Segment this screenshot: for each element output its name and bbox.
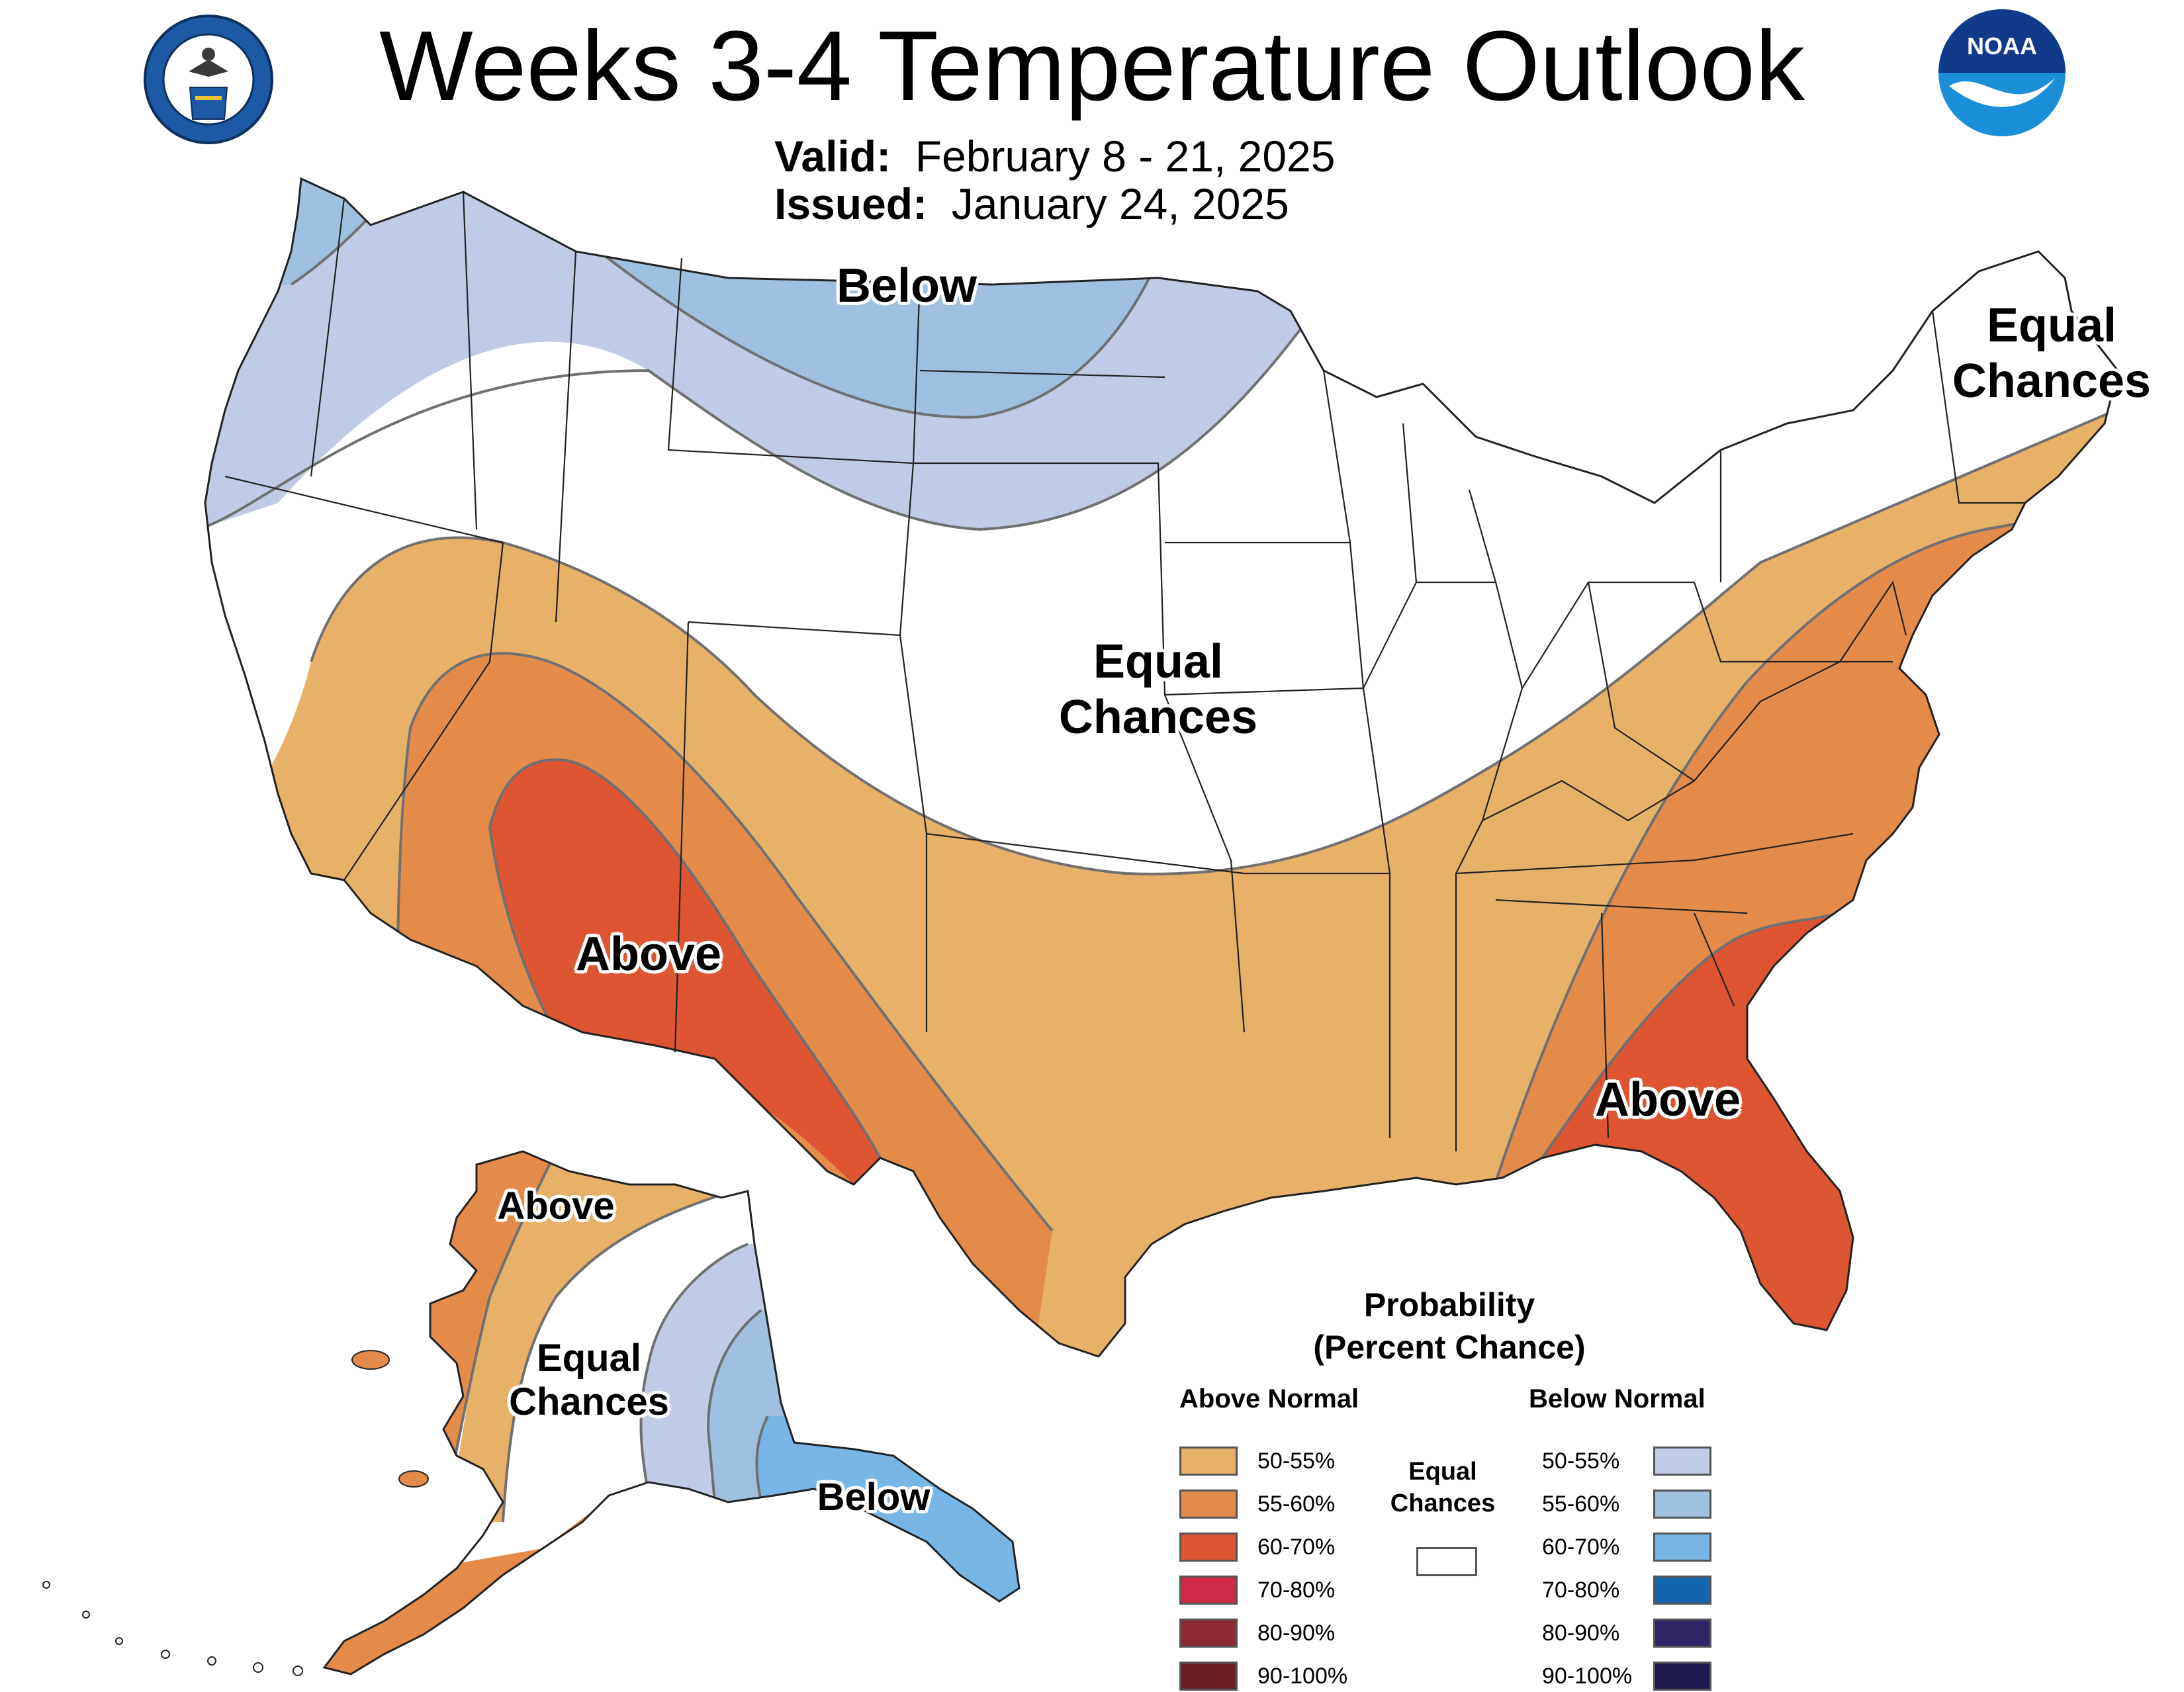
legend-above-label: 60-70% (1257, 1534, 1336, 1560)
legend-below-label: 80-90% (1542, 1620, 1620, 1646)
label-conus-above-se: Above (1594, 1073, 1741, 1126)
legend-above-label: 80-90% (1257, 1620, 1336, 1646)
valid-row: Valid: February 8 - 21, 2025 (774, 132, 1335, 180)
legend-below-label: 60-70% (1542, 1534, 1620, 1560)
label-ak-ec-line2: Chances (509, 1380, 669, 1423)
legend-above-swatch (1179, 1533, 1238, 1562)
legend-above-row: 80-90% (1179, 1617, 1335, 1649)
legend-above-swatch (1179, 1447, 1238, 1476)
legend-below-label: 70-80% (1542, 1577, 1620, 1603)
label-ak-ec: Equal Chances (477, 1337, 702, 1424)
issued-label: Issued: (774, 179, 928, 228)
aleutian-islands (42, 1581, 303, 1676)
label-ak-below: Below (817, 1476, 931, 1519)
legend-above-swatch (1179, 1662, 1238, 1691)
valid-issued-block: Valid: February 8 - 21, 2025 Issued: Jan… (774, 132, 1335, 228)
legend-below-row: 55-60% (1542, 1488, 1711, 1520)
label-conus-ec-center: Equal Chances (993, 634, 1324, 745)
legend-title-line1: Probability (1363, 1286, 1535, 1323)
legend-title: Probability (Percent Chance) (1251, 1284, 1648, 1368)
legend-below-swatch (1653, 1490, 1711, 1519)
label-conus-ec-ne-line1: Equal (1986, 299, 2117, 352)
legend-below-row: 50-55% (1542, 1445, 1711, 1477)
legend-above-label: 70-80% (1257, 1577, 1336, 1603)
legend-below-label: 50-55% (1542, 1448, 1620, 1474)
legend-below-label: 55-60% (1542, 1491, 1620, 1517)
ak-islands (351, 1350, 429, 1488)
valid-label: Valid: (774, 132, 891, 181)
ak-contour-lines (449, 1151, 769, 1523)
legend-ec-line1: Equal (1408, 1458, 1477, 1486)
label-ak-above: Above (497, 1184, 615, 1227)
legend-below-swatch (1653, 1619, 1711, 1648)
legend-above-row: 60-70% (1179, 1531, 1335, 1563)
legend-below-swatch (1653, 1533, 1711, 1562)
legend-above-row: 55-60% (1179, 1488, 1335, 1520)
legend-ec-swatch (1416, 1547, 1477, 1576)
legend-ec-label: Equal Chances (1377, 1456, 1509, 1519)
page-title: Weeks 3-4 Temperature Outlook (379, 10, 1805, 121)
legend-below-swatch (1653, 1576, 1711, 1605)
legend-below-label: 90-100% (1542, 1663, 1633, 1689)
valid-value: February 8 - 21, 2025 (915, 132, 1336, 181)
legend-below-swatch (1653, 1447, 1711, 1476)
label-conus-ec-center-line2: Chances (1058, 691, 1258, 744)
legend-below-swatch (1653, 1662, 1711, 1691)
issued-value: January 24, 2025 (951, 179, 1289, 228)
legend-ec-line2: Chances (1390, 1490, 1496, 1517)
label-conus-ec-ne: Equal Chances (1919, 298, 2184, 409)
issued-row: Issued: January 24, 2025 (774, 180, 1335, 228)
legend-below-row: 90-100% (1542, 1660, 1711, 1692)
ak-above-50-55-area (450, 1151, 754, 1522)
alaska-outline (322, 1150, 1021, 1675)
label-conus-ec-center-line1: Equal (1093, 635, 1224, 688)
noaa-logo-text: NOAA (1967, 32, 2037, 60)
conus-above-60-70-west-area (490, 760, 895, 1203)
legend-above-swatch (1179, 1490, 1238, 1519)
legend-above-row: 50-55% (1179, 1445, 1335, 1477)
legend-above-label: 55-60% (1257, 1491, 1336, 1517)
commerce-seal-logo (144, 15, 273, 144)
label-conus-above-west: Above (575, 928, 722, 981)
legend-below-row: 70-80% (1542, 1574, 1711, 1606)
legend-below-row: 60-70% (1542, 1531, 1711, 1563)
label-ak-ec-line1: Equal (537, 1337, 641, 1380)
legend-title-line2: (Percent Chance) (1313, 1329, 1586, 1366)
legend-below-row: 80-90% (1542, 1617, 1711, 1649)
legend-above-label: 90-100% (1257, 1663, 1348, 1689)
state-borders (204, 177, 2119, 1358)
legend-above-swatch (1179, 1576, 1238, 1605)
label-conus-below: Below (836, 259, 978, 312)
noaa-logo: NOAA (1938, 9, 2066, 136)
legend-above-label: 50-55% (1257, 1448, 1336, 1474)
legend-above-row: 70-80% (1179, 1574, 1335, 1606)
legend-above-swatch (1179, 1619, 1238, 1648)
legend-below-header: Below Normal (1529, 1384, 1706, 1413)
label-conus-ec-ne-line2: Chances (1952, 355, 2152, 408)
legend-above-header: Above Normal (1179, 1384, 1359, 1413)
